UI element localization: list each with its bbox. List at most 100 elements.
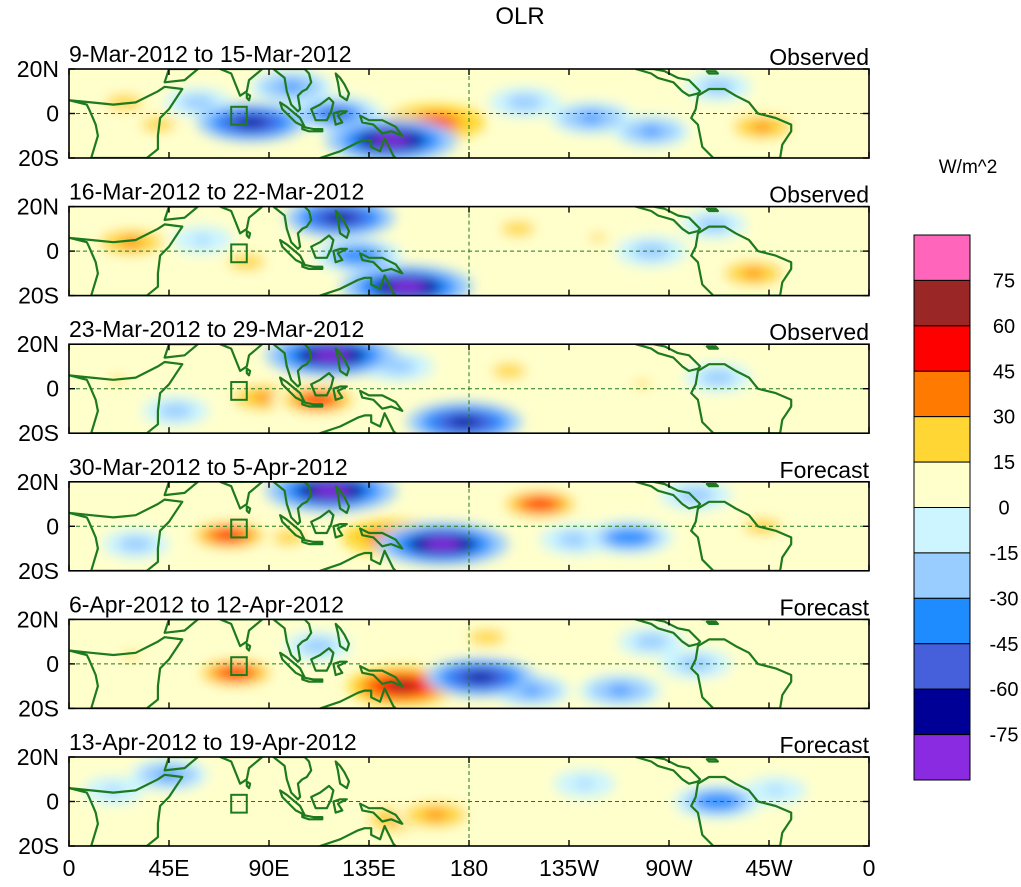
colorbar-segment — [913, 734, 971, 781]
coastline — [332, 798, 348, 814]
olr-anomaly — [215, 530, 243, 541]
coastline — [219, 206, 264, 235]
coastline — [332, 110, 348, 126]
coastline — [334, 347, 351, 377]
x-tick-label: 45E — [149, 855, 190, 881]
coastline — [310, 647, 335, 672]
colorbar-label: -45 — [990, 634, 1019, 656]
coastline — [272, 619, 313, 663]
olr-anomaly — [387, 362, 408, 371]
lat-label: 0 — [46, 789, 59, 815]
coastline — [272, 206, 313, 250]
panel-3: 20N 0 20S 23-Mar-2012 to 29-Mar-2012 Observe… — [17, 316, 870, 446]
olr-anomaly — [476, 633, 497, 642]
coastline — [705, 70, 720, 75]
olr-anomaly — [616, 83, 633, 91]
olr-anomaly — [345, 250, 371, 261]
colorbar-label: -15 — [990, 543, 1019, 565]
olr-anomaly — [423, 538, 461, 551]
coastline — [334, 209, 351, 239]
olr-anomaly — [253, 393, 277, 403]
colorbar-label: 60 — [993, 316, 1015, 338]
coastline — [332, 385, 348, 401]
x-axis: 0 45E 90E 135E 180 135W 90W 45W 0 — [63, 855, 876, 881]
coastline — [245, 367, 252, 377]
olr-anomaly — [520, 686, 543, 695]
olr-anomaly — [576, 779, 594, 788]
olr-anomaly — [579, 113, 603, 123]
coastline — [634, 206, 702, 235]
olr-anomaly — [276, 533, 297, 542]
olr-anomaly — [235, 117, 267, 128]
olr-anomaly — [705, 796, 731, 807]
coastline — [634, 69, 702, 97]
olr-anomaly — [767, 398, 784, 406]
coastline — [69, 85, 184, 158]
coastline — [245, 230, 252, 239]
olr-anomaly — [565, 535, 586, 544]
panel-type-label: Forecast — [780, 732, 870, 758]
x-tick-label: 90W — [645, 855, 693, 881]
coastline — [705, 758, 720, 763]
lat-label: 0 — [46, 238, 59, 264]
coastline — [301, 125, 324, 133]
olr-anomaly — [312, 484, 350, 497]
olr-anomaly — [727, 682, 744, 690]
panel-type-label: Forecast — [780, 594, 870, 620]
coastline — [310, 509, 335, 535]
colorbar: W/m^2 75 60 45 30 15 0 -15 -30 -45 -60 -75 — [913, 157, 1019, 781]
x-tick-label: 45W — [745, 855, 793, 881]
panels: 20N 0 20S 9-Mar-2012 to 15-Mar-2012 Observed… — [17, 41, 870, 859]
coastline — [705, 345, 720, 350]
coastline — [245, 92, 252, 102]
coastline — [634, 481, 702, 510]
coastline — [245, 780, 252, 790]
colorbar-label: 45 — [993, 361, 1015, 383]
coastline — [69, 360, 184, 434]
lat-label: 20S — [18, 695, 59, 721]
coastline — [359, 802, 404, 825]
colorbar-segment — [913, 552, 971, 599]
colorbar-segment — [913, 370, 971, 418]
olr-anomaly — [751, 122, 774, 132]
olr-anomaly — [372, 134, 410, 147]
panel-type-label: Observed — [769, 182, 869, 208]
panel-period: 9-Mar-2012 to 15-Mar-2012 — [69, 41, 352, 67]
colorbar-segment — [913, 643, 971, 690]
lat-label: 0 — [46, 101, 59, 127]
olr-anomaly — [279, 82, 303, 92]
colorbar-label: 30 — [993, 407, 1015, 429]
olr-anomaly — [588, 233, 607, 242]
coastline — [334, 760, 351, 790]
panel-6: 20N 0 20S 13-Apr-2012 to 19-Apr-2012 Forecas… — [17, 729, 870, 859]
olr-anomaly — [499, 366, 519, 375]
olr-anomaly — [126, 540, 145, 549]
panel-1: 20N 0 20S 9-Mar-2012 to 15-Mar-2012 Observed — [17, 41, 870, 171]
coastline — [69, 636, 184, 709]
lat-label: 20N — [17, 331, 59, 357]
coastline — [219, 757, 264, 785]
olr-anomaly — [742, 268, 765, 278]
olr-anomaly — [222, 667, 249, 678]
olr-anomaly — [193, 236, 211, 244]
colorbar-label: -30 — [990, 588, 1019, 610]
x-tick-label: 180 — [450, 855, 488, 881]
lat-label: 20N — [17, 469, 59, 495]
olr-anomaly — [527, 499, 554, 509]
coastline — [334, 485, 351, 515]
olr-anomaly — [616, 532, 642, 543]
x-tick-label: 135W — [539, 855, 599, 881]
coastline — [310, 784, 335, 810]
coastline — [705, 620, 720, 626]
coastline — [332, 660, 348, 677]
coastline — [163, 481, 199, 497]
lat-label: 20N — [17, 744, 59, 770]
coastline — [163, 757, 199, 772]
coastline — [359, 527, 404, 550]
panel-period: 6-Apr-2012 to 12-Apr-2012 — [69, 591, 344, 617]
x-tick-label: 90E — [249, 855, 290, 881]
coastline — [332, 522, 348, 539]
x-tick-label: 0 — [63, 855, 76, 881]
coastline — [319, 412, 397, 434]
olr-anomaly — [708, 373, 728, 382]
